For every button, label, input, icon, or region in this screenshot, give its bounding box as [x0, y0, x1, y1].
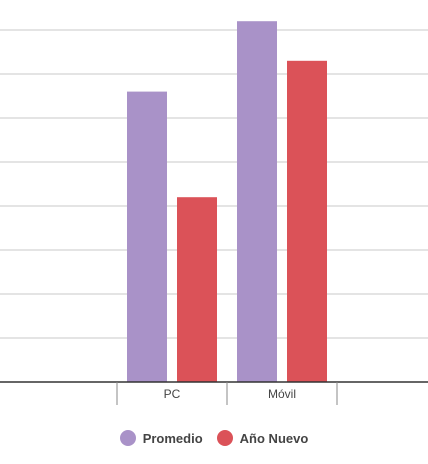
legend-label-ano-nuevo: Año Nuevo: [239, 430, 309, 446]
x-tick-label: Móvil: [268, 387, 296, 401]
bar-año-nuevo-móvil: [287, 60, 327, 383]
x-tick-label: PC: [164, 387, 181, 401]
legend-label-promedio: Promedio: [142, 430, 203, 446]
legend-swatch-ano-nuevo: [216, 430, 233, 446]
chart-legend: Promedio Año Nuevo: [0, 430, 428, 446]
legend-item-promedio[interactable]: Promedio: [119, 430, 203, 446]
bar-año-nuevo-pc: [177, 197, 217, 382]
legend-item-ano-nuevo[interactable]: Año Nuevo: [216, 430, 309, 446]
bar-promedio-pc: [127, 91, 167, 382]
legend-swatch-promedio: [119, 430, 136, 446]
bar-promedio-móvil: [237, 21, 277, 382]
